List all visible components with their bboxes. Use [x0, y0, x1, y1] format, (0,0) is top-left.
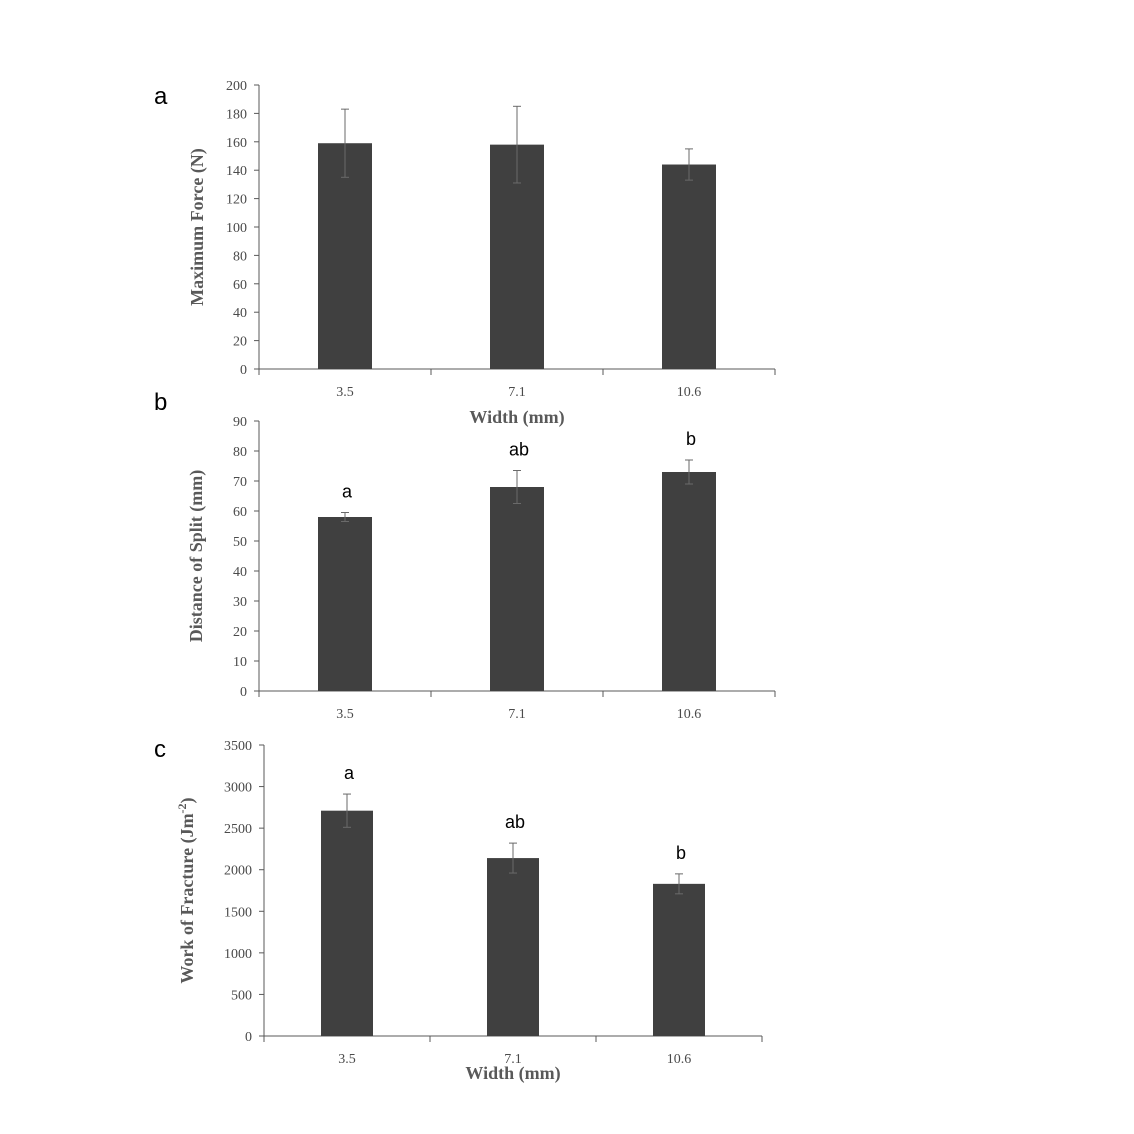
x-tick-label: 10.6	[677, 707, 702, 722]
x-tick-label: 3.5	[336, 707, 354, 722]
significance-label: ab	[509, 440, 529, 460]
y-tick-label: 2500	[224, 822, 252, 837]
significance-label: ab	[505, 812, 525, 832]
y-tick-label: 40	[233, 306, 247, 321]
y-tick-label: 0	[240, 685, 247, 700]
bar	[487, 858, 539, 1036]
y-tick-label: 200	[226, 79, 247, 94]
y-tick-label: 60	[233, 278, 247, 293]
y-tick-label: 160	[226, 136, 247, 151]
y-axis-title-superscript: -2	[175, 803, 189, 813]
bar	[318, 517, 372, 691]
panel-letter: a	[154, 83, 168, 110]
y-tick-label: 20	[233, 335, 247, 350]
y-axis-title: Work of Fracture (Jm-2)	[175, 797, 198, 983]
bar	[321, 810, 373, 1036]
y-tick-label: 70	[233, 475, 247, 490]
x-tick-label: 10.6	[667, 1052, 692, 1067]
bar	[653, 883, 705, 1036]
x-tick-label: 7.1	[508, 707, 526, 722]
x-tick-label: 3.5	[336, 385, 354, 400]
panel-a: a 0 20 40 60 80 100 120 140 160 180 200 3.5 7.1 10.6 Ma…	[154, 79, 776, 428]
y-axis-title-end: )	[177, 797, 198, 803]
panel-b: b 0 10 20 30 40 50 60 70 80 90 3.5 a 7.1 ab 10.6 b Distan…	[154, 389, 776, 722]
y-tick-label: 20	[233, 625, 247, 640]
panel-letter: c	[154, 736, 166, 763]
bar	[662, 472, 716, 691]
y-tick-label: 10	[233, 655, 247, 670]
x-tick-label: 3.5	[338, 1052, 356, 1067]
y-tick-label: 100	[226, 221, 247, 236]
y-tick-label: 50	[233, 535, 247, 550]
significance-label: b	[686, 429, 696, 449]
y-tick-label: 80	[233, 249, 247, 264]
significance-label: a	[344, 763, 355, 783]
y-tick-label: 500	[231, 988, 252, 1003]
x-axis-title: Width (mm)	[465, 1063, 560, 1084]
significance-label: b	[676, 843, 686, 863]
y-tick-label: 180	[226, 107, 247, 122]
bar	[662, 164, 716, 369]
y-tick-label: 3500	[224, 739, 252, 754]
bar	[318, 143, 372, 369]
y-tick-label: 3000	[224, 781, 252, 796]
y-tick-label: 1500	[224, 905, 252, 920]
y-tick-label: 2000	[224, 864, 252, 879]
x-tick-label: 7.1	[504, 1052, 522, 1067]
y-tick-label: 0	[245, 1030, 252, 1045]
x-axis-title: Width (mm)	[469, 407, 564, 428]
y-tick-label: 80	[233, 445, 247, 460]
significance-label: a	[342, 482, 353, 502]
x-tick-label: 10.6	[677, 385, 702, 400]
bar	[490, 487, 544, 691]
y-tick-label: 90	[233, 415, 247, 430]
y-tick-label: 0	[240, 363, 247, 378]
panel-letter: b	[154, 389, 167, 416]
y-tick-label: 140	[226, 164, 247, 179]
y-tick-label: 120	[226, 193, 247, 208]
x-tick-label: 7.1	[508, 385, 526, 400]
y-axis-title: Distance of Split (mm)	[186, 470, 207, 642]
y-tick-label: 40	[233, 565, 247, 580]
y-tick-label: 30	[233, 595, 247, 610]
y-axis-title: Maximum Force (N)	[187, 148, 208, 306]
y-tick-label: 60	[233, 505, 247, 520]
panel-c: c 0 500 1000 1500 2000 2500 3000 3500 3.5 a 7.1 ab 10…	[154, 736, 763, 1084]
y-tick-label: 1000	[224, 947, 252, 962]
